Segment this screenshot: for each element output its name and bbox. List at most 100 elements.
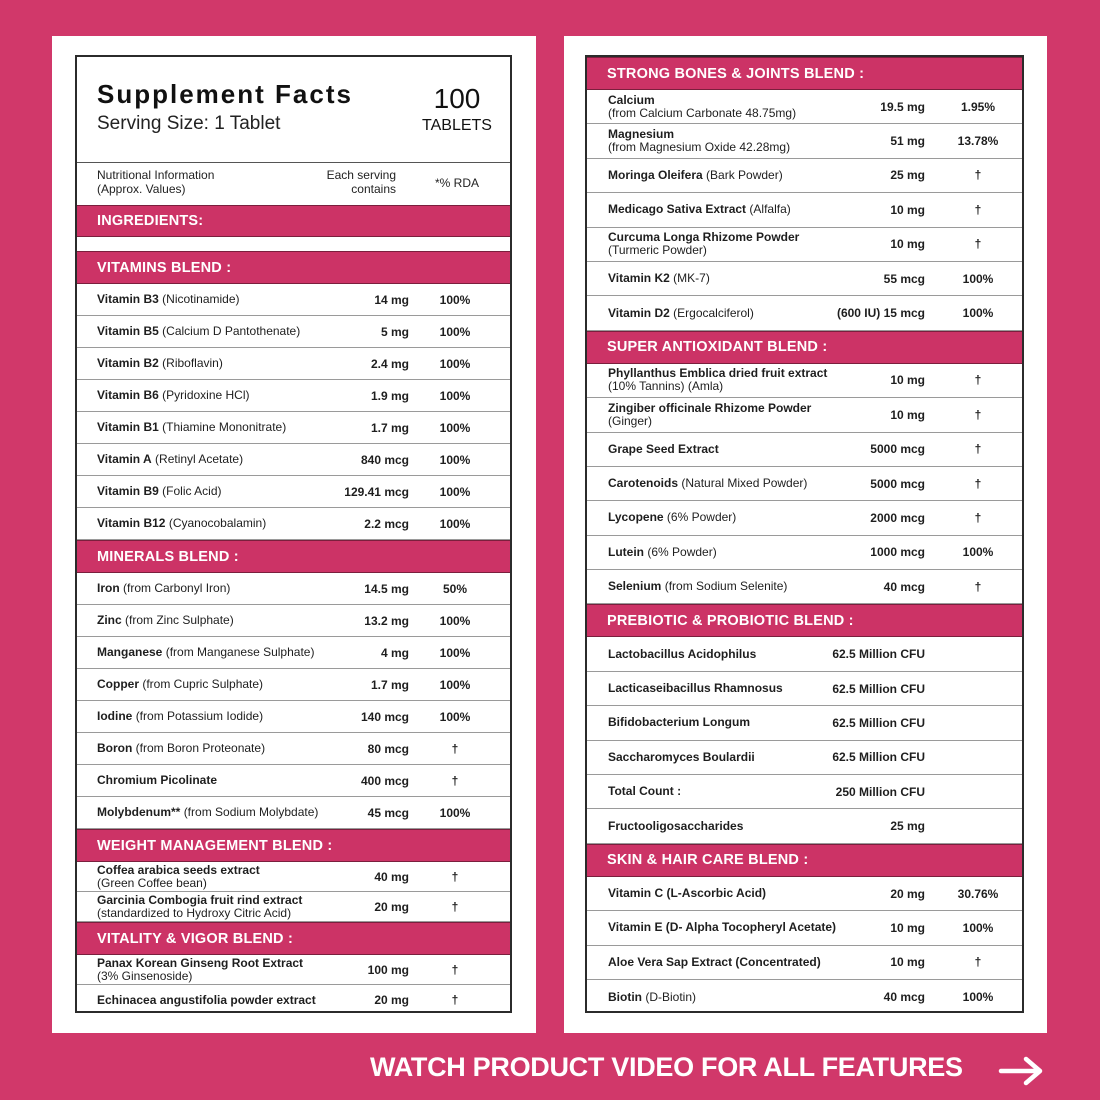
name: Panax Korean Ginseng Root Extract: [97, 955, 304, 970]
ingredient-row: Lactobacillus Acidophilus 62.5 Million CF…: [587, 637, 1022, 672]
name: Carotenoids: [608, 476, 679, 491]
ingredient-row: Lycopene (6% Powder) 2000 mcg †: [587, 501, 1022, 536]
ingredient-row: Saccharomyces Boulardii 62.5 Million CFU: [587, 741, 1022, 776]
name-line: Lutein (6% Powder): [608, 544, 717, 559]
section-title: WEIGHT MANAGEMENT BLEND :: [77, 829, 510, 862]
name: Vitamin D2: [608, 305, 670, 320]
amount: 45 mcg: [367, 805, 409, 820]
ingredient-name: Vitamin E (D- Alpha Tocopheryl Acetate): [608, 911, 836, 944]
detail: (Thiamine Mononitrate): [162, 420, 287, 434]
ingredient-name: Zinc (from Zinc Sulphate): [97, 605, 234, 636]
amount: 80 mcg: [367, 741, 409, 756]
name-line: Boron (from Boron Proteonate): [97, 742, 265, 755]
name-line: Vitamin A (Retinyl Acetate): [97, 453, 243, 466]
ingredient-name: Total Count :: [608, 775, 681, 808]
ingredient-row: Vitamin B9 (Folic Acid) 129.41 mcg 100%: [77, 476, 510, 508]
ingredient-row: Vitamin C (L-Ascorbic Acid) 20 mg 30.76%: [587, 877, 1022, 912]
amount: 40 mcg: [883, 990, 925, 1005]
name: Copper: [97, 677, 139, 691]
name-line: Vitamin D2 (Ergocalciferol): [608, 305, 754, 320]
name: Coffea arabica seeds extract: [97, 862, 260, 877]
name-line: Vitamin B3 (Nicotinamide): [97, 293, 240, 306]
ingredient-row: Copper (from Cupric Sulphate) 1.7 mg 100%: [77, 669, 510, 701]
rda: †: [451, 869, 459, 884]
name-line: Vitamin E (D- Alpha Tocopheryl Acetate): [608, 921, 836, 934]
name: Zingiber officinale Rhizome Powder: [608, 400, 812, 415]
detail: (6% Powder): [647, 544, 717, 559]
amount: 25 mg: [890, 819, 925, 834]
ingredient-row: Medicago Sativa Extract (Alfalfa) 10 mg †: [587, 193, 1022, 228]
section-title: VITAMINS BLEND :: [77, 251, 510, 284]
detail: (Natural Mixed Powder): [681, 476, 808, 491]
amount: 840 mcg: [360, 452, 409, 467]
amount: 1.9 mg: [370, 388, 409, 403]
note: (from Calcium Carbonate 48.75mg): [608, 105, 797, 120]
ingredient-name: Lutein (6% Powder): [608, 536, 717, 569]
amount: 10 mg: [890, 955, 925, 970]
name-line: Grape Seed Extract: [608, 441, 719, 456]
name: Vitamin B2: [97, 356, 159, 370]
ingredient-row: Panax Korean Ginseng Root Extract (3% Gin…: [77, 955, 510, 985]
name-line: Copper (from Cupric Sulphate): [97, 678, 263, 691]
ingredient-name: Medicago Sativa Extract (Alfalfa): [608, 193, 791, 226]
name-line: Echinacea angustifolia powder extract: [97, 993, 316, 1007]
ingredient-row: Vitamin E (D- Alpha Tocopheryl Acetate) 1…: [587, 911, 1022, 946]
name-line: Vitamin K2 (MK-7): [608, 272, 710, 285]
name: Vitamin B3: [97, 292, 159, 306]
amount: 62.5 Million CFU: [832, 681, 925, 696]
detail: (Calcium D Pantothenate): [162, 324, 301, 338]
name: Calcium: [608, 92, 655, 107]
ingredient-row: Biotin (D-Biotin) 40 mcg 100%: [587, 980, 1022, 1014]
name-line: Phyllanthus Emblica dried fruit extract: [608, 367, 827, 380]
rda: †: [974, 373, 982, 388]
amount: 10 mg: [890, 237, 925, 252]
footer-link[interactable]: WATCH PRODUCT VIDEO FOR ALL FEATURES: [370, 1052, 963, 1082]
ingredient-row: Curcuma Longa Rhizome Powder (Turmeric Po…: [587, 228, 1022, 262]
name-line: Zingiber officinale Rhizome Powder: [608, 400, 812, 415]
ingredient-row: Echinacea angustifolia powder extract 20 …: [77, 985, 510, 1015]
detail: (from Boron Proteonate): [135, 741, 266, 755]
name-line: Lycopene (6% Powder): [608, 511, 736, 524]
left-table: Supplement Facts Serving Size: 1 Tablet …: [75, 55, 512, 1013]
rda: †: [974, 168, 982, 183]
ingredient-row: Boron (from Boron Proteonate) 80 mcg †: [77, 733, 510, 765]
detail: (Ergocalciferol): [673, 305, 754, 320]
ingredient-row: Lutein (6% Powder) 1000 mcg 100%: [587, 536, 1022, 571]
detail: (from Manganese Sulphate): [165, 645, 315, 659]
detail: (from Potassium Iodide): [135, 709, 264, 723]
name: Curcuma Longa Rhizome Powder: [608, 230, 800, 245]
rda: †: [974, 476, 982, 491]
amount: 1.7 mg: [370, 420, 409, 435]
amount: 62.5 Million CFU: [832, 715, 925, 730]
amount: 62.5 Million CFU: [832, 750, 925, 765]
arrow-icon[interactable]: [998, 1055, 1046, 1087]
rda: 100%: [962, 306, 994, 321]
ingredient-name: Vitamin B6 (Pyridoxine HCl): [97, 380, 250, 411]
name: Grape Seed Extract: [608, 441, 719, 456]
ingredient-row: Manganese (from Manganese Sulphate) 4 mg 1…: [77, 637, 510, 669]
name: Lacticaseibacillus Rhamnosus: [608, 681, 783, 696]
name: Aloe Vera Sap Extract (Concentrated): [608, 954, 821, 969]
rda: †: [974, 510, 982, 525]
amount: 62.5 Million CFU: [832, 647, 925, 662]
ingredient-row: Coffea arabica seeds extract (Green Coffe…: [77, 862, 510, 892]
name-line: Carotenoids (Natural Mixed Powder): [608, 477, 807, 490]
rda: 100%: [962, 545, 994, 560]
name-line: Vitamin B6 (Pyridoxine HCl): [97, 389, 250, 402]
name-line: Curcuma Longa Rhizome Powder: [608, 231, 799, 244]
ingredient-name: Copper (from Cupric Sulphate): [97, 669, 263, 700]
serving-size: Serving Size: 1 Tablet: [97, 113, 281, 134]
name: Vitamin B5: [97, 324, 159, 338]
ingredient-name: Vitamin B5 (Calcium D Pantothenate): [97, 316, 300, 347]
ingredient-name: Vitamin C (L-Ascorbic Acid): [608, 877, 766, 910]
name: Iodine: [97, 709, 133, 723]
count-unit: TABLETS: [422, 117, 492, 134]
name-line: Biotin (D-Biotin): [608, 990, 696, 1004]
ingredient-name: Lycopene (6% Powder): [608, 501, 736, 534]
rda: 100%: [439, 388, 471, 403]
amount: 4 mg: [380, 645, 409, 660]
name: Saccharomyces Boulardii: [608, 749, 755, 764]
name: Fructooligosaccharides: [608, 818, 744, 833]
ingredient-row: Bifidobacterium Longum 62.5 Million CFU: [587, 706, 1022, 741]
detail: (Bark Powder): [706, 167, 783, 182]
